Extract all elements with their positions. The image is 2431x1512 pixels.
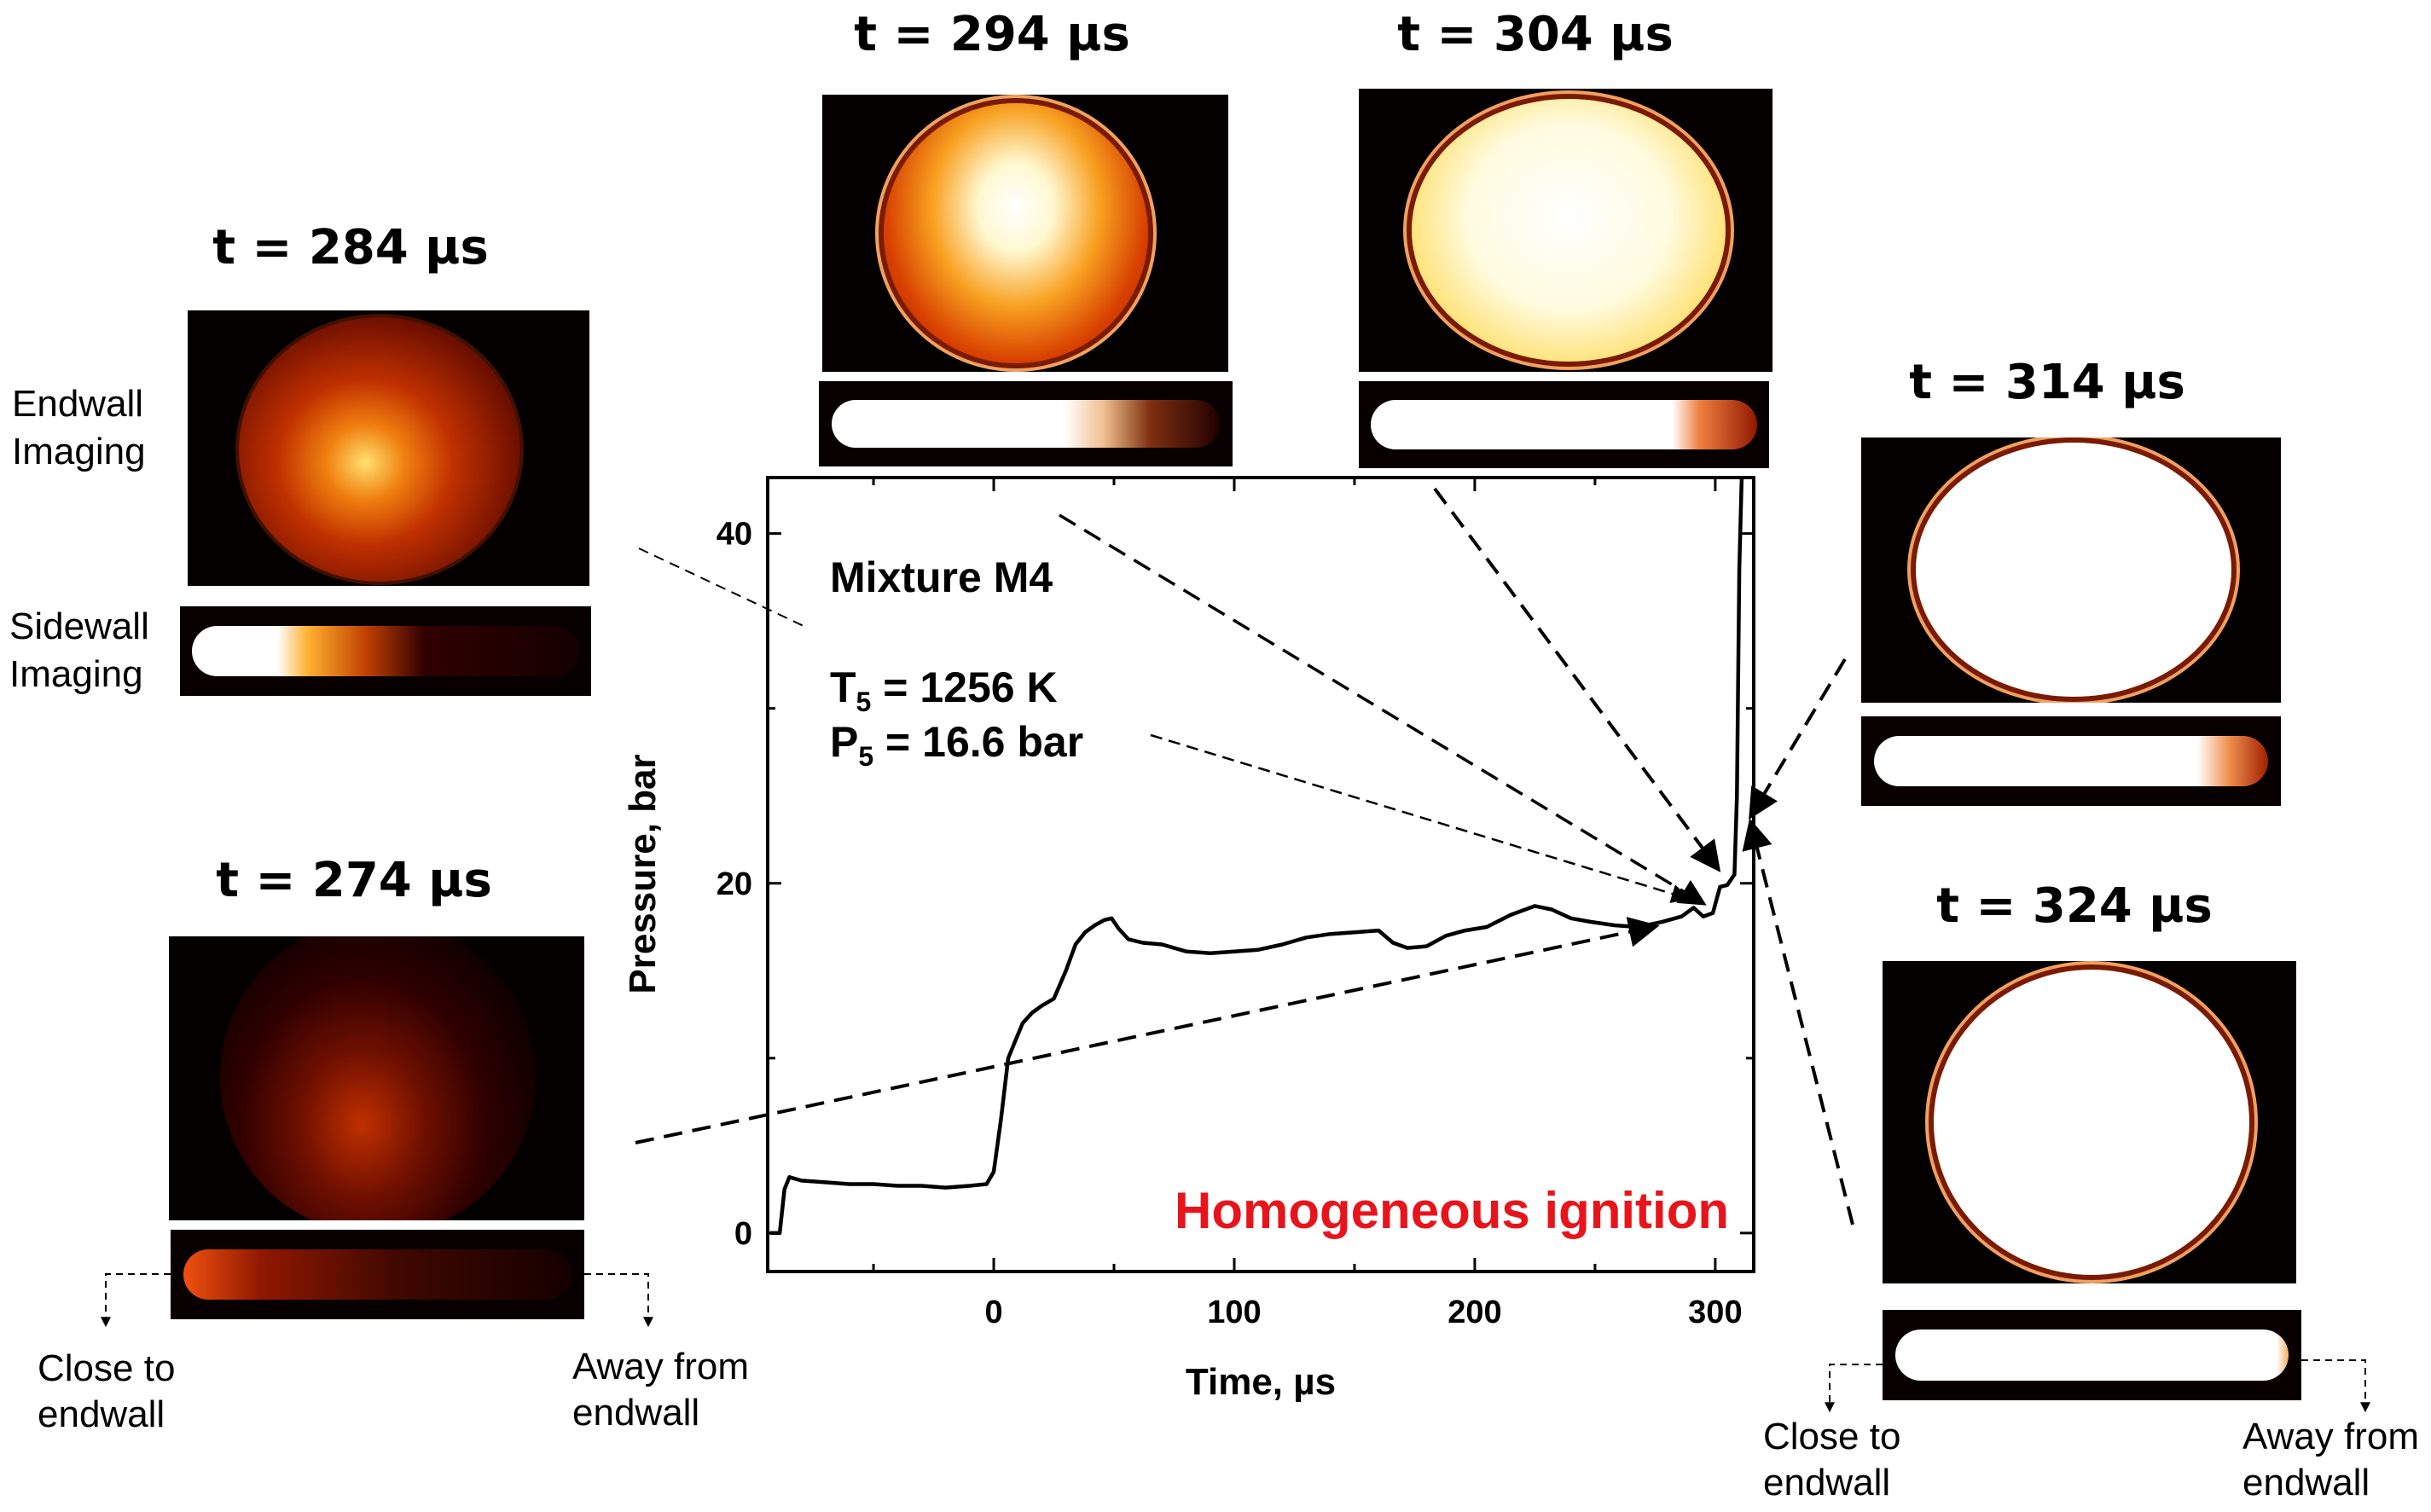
frame-label-324: t = 324 µs	[1936, 878, 2213, 934]
arrow-294	[1059, 513, 1707, 906]
sidewall-image-294	[819, 381, 1233, 466]
x-tick-label: 100	[1207, 1295, 1261, 1330]
x-axis-title: Time, µs	[1186, 1361, 1336, 1403]
x-tick-label: 300	[1688, 1295, 1742, 1330]
sidewall-image-274	[171, 1230, 584, 1319]
endwall-image-324	[1883, 961, 2296, 1283]
y-tick-label: 0	[734, 1216, 752, 1252]
arrow-274	[635, 917, 1660, 1144]
sidewall-image-314	[1861, 716, 2281, 806]
p5-label: P5 = 16.6 bar	[830, 717, 1083, 773]
p5-value: = 16.6 bar	[873, 718, 1084, 766]
endwall-imaging-label: Endwall Imaging	[12, 383, 146, 472]
frame-label-274: t = 274 µs	[216, 853, 492, 908]
endwall-image-314	[1861, 437, 2281, 703]
frame-label-294: t = 294 µs	[854, 7, 1130, 62]
left-close-arrow	[101, 1273, 171, 1328]
right-close-arrow	[1825, 1364, 1883, 1413]
arrow-284-b	[1150, 733, 1691, 903]
frame-label-314: t = 314 µs	[1909, 355, 2185, 410]
t5-symbol: T	[830, 663, 856, 711]
right-close-to-endwall: Close to endwall	[1763, 1416, 1901, 1503]
mixture-label: Mixture M4	[830, 553, 1053, 601]
y-axis-title: Pressure, bar	[622, 754, 664, 994]
sidewall-image-304	[1359, 381, 1769, 468]
endwall-image-284	[188, 310, 589, 586]
right-away-arrow	[2301, 1359, 2370, 1413]
left-away-from-endwall: Away from endwall	[572, 1346, 750, 1434]
endwall-image-304	[1359, 89, 1772, 372]
left-away-arrow	[584, 1273, 653, 1328]
endwall-image-294	[822, 95, 1228, 372]
x-tick-label: 0	[984, 1295, 1002, 1330]
sidewall-image-324	[1883, 1310, 2301, 1400]
t5-label: T5 = 1256 K	[830, 663, 1058, 718]
arrow-304	[1433, 487, 1721, 872]
arrow-284-a	[638, 547, 804, 627]
y-tick-label: 40	[717, 517, 752, 553]
arrow-324	[1742, 818, 1854, 1225]
frame-label-304: t = 304 µs	[1397, 7, 1674, 62]
endwall-image-274	[169, 936, 584, 1220]
sidewall-image-284	[180, 606, 591, 696]
t5-value: = 1256 K	[871, 663, 1058, 711]
frame-label-284: t = 284 µs	[212, 220, 489, 275]
sidewall-imaging-label: Sidewall Imaging	[9, 605, 149, 695]
t5-subscript: 5	[856, 686, 872, 717]
y-tick-label: 20	[717, 866, 752, 902]
x-tick-label: 200	[1448, 1295, 1501, 1330]
p5-subscript: 5	[858, 741, 874, 772]
left-close-to-endwall: Close to endwall	[38, 1347, 176, 1435]
homogeneous-ignition-label: Homogeneous ignition	[1175, 1182, 1729, 1239]
p5-symbol: P	[830, 718, 859, 766]
right-away-from-endwall: Away from endwall	[2242, 1416, 2420, 1503]
plot-frame	[766, 476, 1755, 1273]
arrow-314	[1749, 658, 1847, 820]
